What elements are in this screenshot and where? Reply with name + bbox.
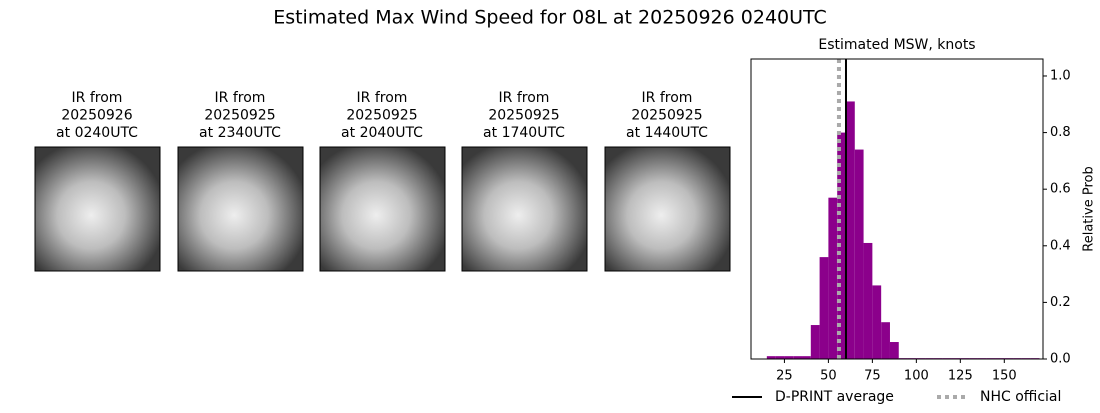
satellite-image (604, 146, 731, 272)
x-tick-label: 75 (864, 369, 881, 384)
y-tick-label: 0.6 (1050, 182, 1071, 197)
y-tick-label: 0.8 (1050, 125, 1071, 140)
bar (775, 356, 785, 359)
bar (881, 322, 890, 359)
satellite-image (319, 146, 446, 272)
panel-title: IR from (642, 90, 693, 106)
satellite-image (461, 146, 588, 272)
y-tick-label: 0.4 (1050, 238, 1071, 253)
y-tick-label: 0.2 (1050, 295, 1071, 310)
chart-title: Estimated MSW, knots (818, 37, 975, 53)
panel-title: IR from (72, 90, 123, 106)
legend-label: D-PRINT average (775, 389, 894, 405)
panel-title: 20250925 (204, 108, 275, 124)
bar (828, 197, 838, 359)
bar (854, 149, 864, 359)
x-tick-label: 150 (992, 369, 1017, 384)
bar (889, 342, 899, 359)
y-tick-label: 1.0 (1050, 68, 1071, 83)
bar (802, 356, 811, 359)
bar (845, 101, 855, 360)
bar (819, 257, 829, 359)
bar (784, 356, 794, 359)
panel-title: at 1440UTC (626, 125, 708, 141)
bar (837, 132, 846, 359)
panel-title: IR from (215, 90, 266, 106)
x-tick-label: 50 (820, 369, 837, 384)
x-tick-label: 100 (904, 369, 929, 384)
satellite-image (177, 146, 304, 272)
panel-title: at 2040UTC (341, 125, 423, 141)
panel-title: IR from (357, 90, 408, 106)
figure-title: Estimated Max Wind Speed for 08L at 2025… (273, 7, 827, 29)
panel-title: IR from (499, 90, 550, 106)
x-tick-label: 125 (948, 369, 973, 384)
legend-label: NHC official (980, 389, 1061, 405)
panel-title: 20250925 (346, 108, 417, 124)
bar (872, 285, 882, 359)
bar (766, 356, 776, 359)
x-tick-label: 25 (776, 369, 793, 384)
panel-title: 20250925 (631, 108, 702, 124)
bar (810, 325, 820, 359)
plot-frame (750, 58, 1044, 360)
panel-title: 20250926 (61, 108, 132, 124)
panel-title: at 2340UTC (199, 125, 281, 141)
panel-title: at 1740UTC (483, 125, 565, 141)
y-tick-label: 0.0 (1050, 352, 1071, 367)
panel-title: 20250925 (488, 108, 559, 124)
bar (863, 242, 873, 359)
satellite-image (34, 146, 161, 272)
y-axis-label: Relative Prob (1082, 166, 1097, 251)
bar (793, 356, 803, 359)
panel-title: at 0240UTC (56, 125, 138, 141)
